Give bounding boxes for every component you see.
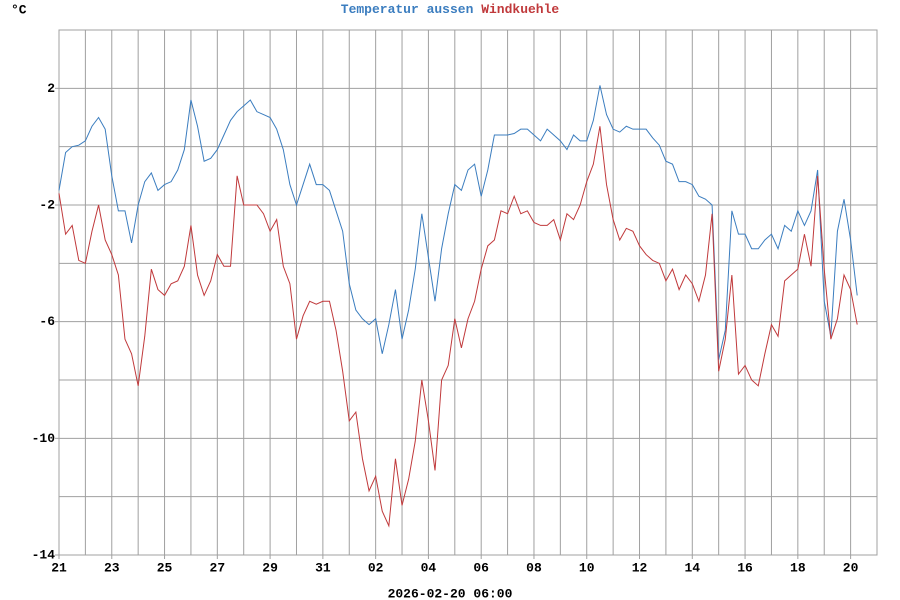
x-tick-label: 27 xyxy=(210,560,226,575)
x-tick-label: 06 xyxy=(473,560,489,575)
y-tick-label: 2 xyxy=(47,81,55,96)
legend-entry: Temperatur aussen xyxy=(341,2,474,17)
x-tick-label: 21 xyxy=(51,560,67,575)
y-tick-label: -14 xyxy=(32,547,56,562)
legend-entry: Windkuehle xyxy=(481,2,559,17)
y-tick-label: -2 xyxy=(39,197,55,212)
x-tick-label: 04 xyxy=(421,560,437,575)
x-tick-label: 20 xyxy=(843,560,859,575)
x-tick-label: 14 xyxy=(684,560,700,575)
footer-date: 2026-02-20 06:00 xyxy=(388,586,513,600)
x-tick-label: 23 xyxy=(104,560,120,575)
x-tick-label: 02 xyxy=(368,560,384,575)
x-tick-label: 10 xyxy=(579,560,595,575)
y-tick-label: -6 xyxy=(39,314,55,329)
x-tick-label: 29 xyxy=(262,560,278,575)
x-tick-label: 16 xyxy=(737,560,753,575)
x-tick-label: 18 xyxy=(790,560,806,575)
data-line xyxy=(58,85,858,360)
x-tick-label: 12 xyxy=(632,560,648,575)
chart-title: Temperatur aussen Windkuehle xyxy=(341,2,560,17)
y-tick-label: -10 xyxy=(32,431,56,446)
data-line xyxy=(58,126,858,528)
x-tick-label: 25 xyxy=(157,560,173,575)
y-unit: °C xyxy=(11,2,27,17)
x-tick-label: 08 xyxy=(526,560,542,575)
plot-area xyxy=(58,29,878,556)
x-tick-label: 31 xyxy=(315,560,331,575)
